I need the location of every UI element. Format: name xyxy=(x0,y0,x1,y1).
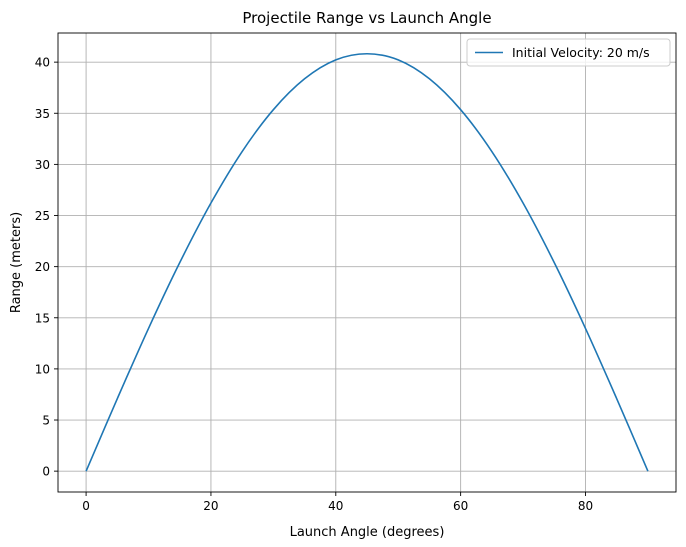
y-tick-label: 10 xyxy=(35,362,50,376)
legend-label: Initial Velocity: 20 m/s xyxy=(512,45,650,60)
x-tick-label: 0 xyxy=(82,499,90,513)
x-tick-label: 80 xyxy=(578,499,593,513)
y-tick-label: 35 xyxy=(35,107,50,121)
y-tick-label: 15 xyxy=(35,311,50,325)
x-tick-label: 60 xyxy=(453,499,468,513)
y-axis-label: Range (meters) xyxy=(9,212,24,313)
y-tick-label: 25 xyxy=(35,209,50,223)
series-layer xyxy=(85,52,649,472)
legend-box xyxy=(466,38,671,67)
ticks: 0 20 40 60 80 0 5 10 15 20 25 30 35 40 xyxy=(35,56,593,513)
series-line xyxy=(85,52,649,472)
y-tick-label: 20 xyxy=(35,260,50,274)
chart-title: Projectile Range vs Launch Angle xyxy=(242,9,491,27)
y-tick-label: 30 xyxy=(35,158,50,172)
legend: Initial Velocity: 20 m/s xyxy=(466,38,671,67)
grid xyxy=(58,33,676,492)
plot-frame xyxy=(57,32,677,493)
y-tick-label: 0 xyxy=(42,465,50,479)
x-tick-label: 40 xyxy=(328,499,343,513)
x-axis-label: Launch Angle (degrees) xyxy=(290,525,445,540)
x-tick-label: 20 xyxy=(203,499,218,513)
y-tick-label: 5 xyxy=(42,414,50,428)
y-tick-label: 40 xyxy=(35,56,50,70)
